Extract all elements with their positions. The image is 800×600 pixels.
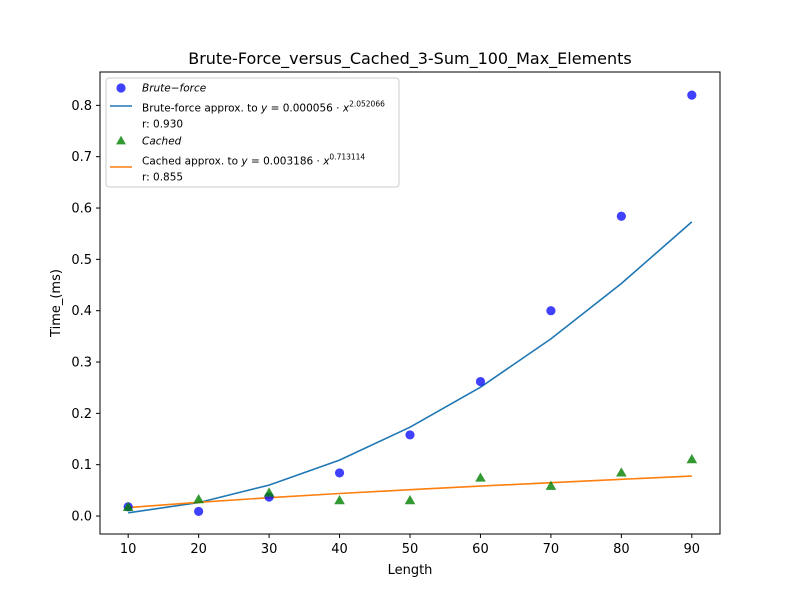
legend-handle-cached <box>116 135 126 145</box>
brute-force-point <box>475 376 486 387</box>
legend-entry-part: y <box>260 103 268 115</box>
legend-handle-brute-force <box>116 83 126 93</box>
legend-entry-part: Cached approx. to <box>142 156 241 168</box>
brute-force-point <box>334 468 345 478</box>
brute-force-point <box>616 211 626 221</box>
x-tick-label: 20 <box>190 542 207 557</box>
x-tick-label: 60 <box>472 542 489 557</box>
legend-entry: Cached approx. to y = 0.003186 · x0.7131… <box>142 153 365 168</box>
cached-point <box>616 467 627 477</box>
x-tick-label: 90 <box>684 542 701 557</box>
legend-entry-part: x <box>342 103 350 115</box>
cached-point <box>193 494 204 504</box>
y-axis-label: Time_(ms) <box>49 269 64 338</box>
x-tick-label: 80 <box>613 542 630 557</box>
y-tick-label: 0.4 <box>71 304 92 319</box>
legend-entry-part: 2.052066 <box>349 100 385 109</box>
y-tick-label: 0.5 <box>71 253 92 268</box>
cached-point <box>475 472 486 482</box>
cached-point <box>686 453 698 464</box>
legend-entry-part: = 0.003186 · <box>248 156 324 168</box>
x-tick-label: 40 <box>331 542 348 557</box>
legend-entry: r: 0.930 <box>142 119 183 131</box>
y-tick-label: 0.8 <box>71 99 92 114</box>
y-tick-label: 0.7 <box>71 150 92 165</box>
brute-force-point <box>687 90 697 100</box>
x-tick-label: 10 <box>120 542 137 557</box>
x-tick-label: 50 <box>402 542 419 557</box>
data-layer <box>122 90 698 517</box>
legend-entry-part: = 0.000056 · <box>267 103 343 115</box>
legend-entry-part: y <box>240 156 248 168</box>
chart-title: Brute-Force_versus_Cached_3-Sum_100_Max_… <box>188 49 632 69</box>
legend-entry-part: 0.713114 <box>329 153 365 162</box>
y-tick-label: 0.1 <box>71 458 92 473</box>
y-tick-label: 0.2 <box>71 407 92 422</box>
x-axis-label: Length <box>388 563 433 578</box>
cached-point <box>545 480 557 490</box>
legend-entry: Cached <box>142 136 182 148</box>
legend-entry-part: x <box>322 156 330 168</box>
y-tick-label: 0.0 <box>71 510 92 525</box>
ticks-layer: 10 20 30 40 50 60 70 80 90 0.0 0.1 0.2 0.3 0.4 0.5 0.6 0… <box>71 99 700 557</box>
legend-box <box>105 77 400 188</box>
x-tick-label: 30 <box>261 542 278 557</box>
y-tick-label: 0.3 <box>71 356 92 371</box>
legend-entry: r: 0.855 <box>142 172 183 184</box>
legend-entry: Brute−force <box>142 83 206 95</box>
brute-force-point <box>405 430 415 440</box>
legend: Brute−force Brute-force approx. to y = 0.… <box>105 77 400 188</box>
legend-entry: Brute-force approx. to y = 0.000056 · x2… <box>142 100 385 115</box>
cached-point <box>263 487 275 497</box>
fit-line <box>128 475 692 509</box>
legend-entry-part: Brute-force approx. to <box>142 103 261 115</box>
cached-point <box>404 495 416 505</box>
cached-point <box>334 495 345 505</box>
x-tick-label: 70 <box>543 542 560 557</box>
y-tick-label: 0.6 <box>71 202 92 217</box>
cached-point <box>122 501 134 511</box>
fit-line <box>128 221 693 514</box>
brute-force-point <box>546 306 556 316</box>
brute-force-point <box>194 506 204 517</box>
